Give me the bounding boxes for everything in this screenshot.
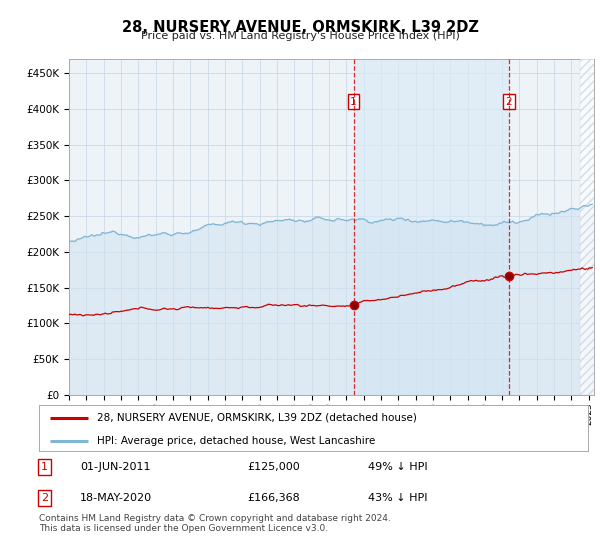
Text: 18-MAY-2020: 18-MAY-2020 xyxy=(80,493,152,503)
Text: 49% ↓ HPI: 49% ↓ HPI xyxy=(368,461,428,472)
Text: Price paid vs. HM Land Registry's House Price Index (HPI): Price paid vs. HM Land Registry's House … xyxy=(140,31,460,41)
Text: 43% ↓ HPI: 43% ↓ HPI xyxy=(368,493,428,503)
Text: 1: 1 xyxy=(350,97,357,107)
Text: Contains HM Land Registry data © Crown copyright and database right 2024.
This d: Contains HM Land Registry data © Crown c… xyxy=(39,514,391,533)
Text: 2: 2 xyxy=(41,493,48,503)
Text: 28, NURSERY AVENUE, ORMSKIRK, L39 2DZ: 28, NURSERY AVENUE, ORMSKIRK, L39 2DZ xyxy=(122,20,478,35)
Text: 1: 1 xyxy=(41,461,48,472)
Bar xyxy=(353,59,509,395)
Text: HPI: Average price, detached house, West Lancashire: HPI: Average price, detached house, West… xyxy=(97,436,375,446)
Text: 2: 2 xyxy=(505,97,512,107)
Text: £125,000: £125,000 xyxy=(248,461,301,472)
Text: £166,368: £166,368 xyxy=(248,493,301,503)
Text: 28, NURSERY AVENUE, ORMSKIRK, L39 2DZ (detached house): 28, NURSERY AVENUE, ORMSKIRK, L39 2DZ (d… xyxy=(97,413,416,423)
Text: 01-JUN-2011: 01-JUN-2011 xyxy=(80,461,151,472)
